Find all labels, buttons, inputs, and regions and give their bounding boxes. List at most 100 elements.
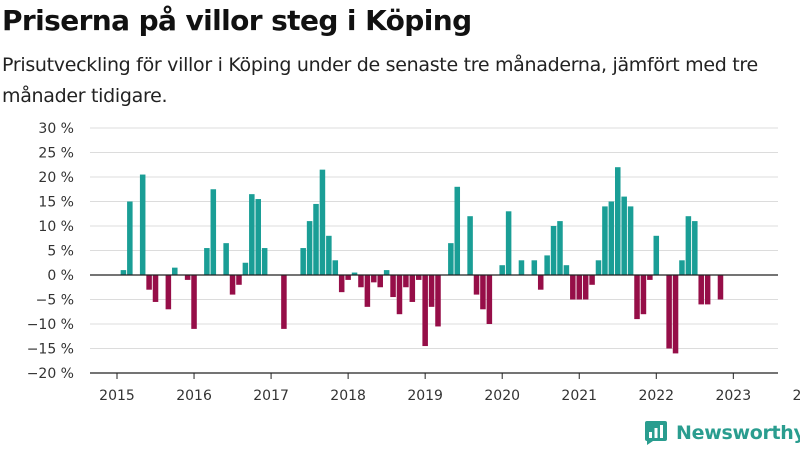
bar [152,275,159,302]
bar [595,260,602,275]
bar [409,275,416,302]
bars [120,167,724,354]
bar [300,248,306,275]
y-tick-label: −20 % [27,366,74,382]
y-tick-label: −5 % [36,293,74,309]
bar [306,221,313,275]
bar [589,275,595,285]
y-tick-label: −15 % [27,342,74,358]
x-tick-label: 2018 [330,388,366,404]
bar [499,265,505,275]
x-tick-label: 2020 [484,388,520,404]
bar [582,275,589,300]
bar [672,275,679,354]
x-tick-label: 2015 [99,388,135,404]
y-tick-label: 20 % [38,170,74,186]
bar [480,275,486,310]
y-tick-label: 10 % [38,219,74,235]
bar [557,221,563,275]
bar [127,201,133,275]
x-tick-label: 2024 [793,388,800,404]
bar [570,275,576,300]
bar [345,275,351,280]
x-tick-label: 2022 [638,388,674,404]
bar [422,275,428,347]
bar [640,275,647,315]
bar [627,206,634,275]
bar [717,275,724,300]
bar [204,248,210,275]
bar [621,196,627,275]
bar [326,235,332,275]
bar [120,270,127,275]
bar [653,235,660,275]
bar [448,243,454,275]
bar [518,260,525,275]
bar [679,260,685,275]
bar [403,275,409,288]
bar [435,275,441,327]
bar [261,248,268,275]
x-tick-label: 2017 [253,388,289,404]
bar [544,255,550,275]
bar [602,206,608,275]
bar [537,275,544,290]
x-tick-label: 2019 [407,388,443,404]
bar [685,216,692,275]
bar [454,186,461,275]
bar [704,275,711,305]
bar [172,267,178,275]
chart-subtitle: Prisutveckling för villor i Köping under… [2,54,758,107]
bar [608,201,615,275]
x-tick-label: 2023 [715,388,751,404]
bar [223,243,229,275]
y-tick-label: 0 % [47,268,74,284]
bar [666,275,672,349]
bar [467,216,473,275]
bar [647,275,653,280]
bar [338,275,345,293]
y-tick-label: 5 % [47,244,74,260]
bar [390,275,396,298]
bar [242,262,249,275]
bar [550,226,557,275]
y-tick-label: 15 % [38,195,74,211]
bar [505,211,512,275]
y-tick-label: −10 % [27,317,74,333]
newsworthy-logo: Newsworthy [644,420,800,446]
bar [428,275,435,307]
bar [396,275,403,315]
bar [281,275,287,329]
bar [473,275,480,295]
bar [364,275,371,307]
bar [486,275,493,324]
y-tick-label: 25 % [38,146,74,162]
bar [146,275,152,290]
bar [692,221,698,275]
bar [313,203,319,275]
bar-chart-logo-icon [645,421,667,445]
tick-labels: 30 % 25 % 20 % 15 % 10 % 5 % 0 % −5 % −10 % −15 %… [27,121,800,404]
bar [634,275,640,320]
bar [531,260,538,275]
bar [210,189,217,275]
bar [371,275,377,283]
bar [184,275,191,280]
bar [249,194,255,275]
bar [332,260,339,275]
bar [698,275,704,305]
brand-name: Newsworthy [676,422,800,444]
x-tick-label: 2021 [561,388,597,404]
x-tick-label: 2016 [176,388,212,404]
chart-title: Priserna på villor steg i Köping [2,4,472,37]
bar [319,169,326,275]
bar [615,167,621,275]
bar [255,199,261,275]
bar [139,174,146,275]
bar [358,275,364,288]
bar [236,275,242,285]
bar [165,275,172,310]
bar [383,270,390,275]
bar [576,275,582,300]
